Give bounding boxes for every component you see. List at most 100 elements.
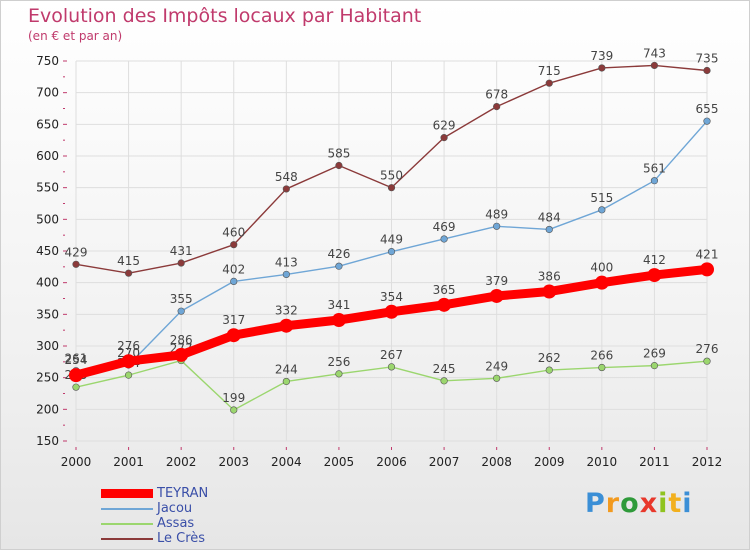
x-tick-label: 2000	[61, 455, 92, 469]
data-point	[69, 368, 83, 383]
data-label: 739	[590, 49, 613, 63]
data-point	[489, 288, 504, 303]
data-label: 489	[485, 207, 508, 221]
data-point	[387, 184, 396, 192]
x-tick-label: 2003	[218, 455, 249, 469]
data-label: 400	[590, 261, 613, 275]
data-label: 426	[327, 247, 350, 261]
data-point	[650, 362, 659, 370]
data-point	[440, 235, 448, 243]
data-point	[124, 269, 133, 277]
data-point	[387, 248, 396, 256]
legend-item: TEYRAN	[101, 486, 208, 501]
data-point	[72, 383, 80, 391]
data-point	[335, 161, 343, 170]
x-tick-label: 2001	[113, 455, 144, 469]
data-point	[545, 79, 553, 87]
legend-label: Jacou	[157, 501, 193, 516]
data-point	[598, 363, 606, 372]
legend: TEYRAN Jacou Assas Le Crès	[101, 486, 208, 546]
y-tick-label: 250	[36, 371, 59, 385]
x-tick-label: 2009	[534, 455, 565, 469]
data-label: 431	[170, 244, 193, 258]
y-tick-label: 650	[36, 117, 59, 131]
data-label: 629	[433, 119, 456, 133]
data-point	[177, 307, 185, 315]
data-point	[650, 61, 659, 70]
legend-swatch	[101, 537, 153, 540]
data-point	[384, 304, 399, 319]
data-label: 561	[643, 162, 666, 176]
data-point	[174, 347, 189, 362]
data-label: 585	[327, 147, 350, 161]
data-label: 429	[65, 245, 88, 259]
y-tick-label: 150	[36, 434, 59, 448]
y-tick-label: 400	[36, 276, 59, 290]
legend-swatch	[101, 507, 153, 510]
data-label: 341	[327, 298, 350, 312]
data-label: 262	[538, 351, 561, 365]
x-tick-label: 2012	[692, 455, 723, 469]
data-point	[545, 366, 553, 374]
data-point	[335, 370, 343, 378]
data-point	[542, 284, 557, 299]
data-label: 735	[696, 52, 719, 66]
series-teyran: 254 276 286 317 332 341 354 365 379 386 400 412 421	[65, 247, 719, 383]
data-point	[440, 377, 448, 385]
data-point	[650, 177, 659, 185]
legend-item: Assas	[101, 516, 208, 531]
logo-letter: P	[585, 488, 606, 519]
data-point	[230, 241, 238, 249]
data-label: 550	[380, 169, 403, 183]
legend-swatch	[101, 522, 153, 525]
logo-letter: i	[682, 488, 693, 519]
data-label: 460	[222, 226, 245, 240]
data-point	[545, 225, 553, 234]
data-label: 354	[380, 290, 403, 304]
data-point	[493, 102, 501, 111]
data-label: 421	[696, 247, 719, 261]
data-point	[594, 275, 609, 290]
data-label: 515	[590, 191, 613, 205]
legend-label: Le Crès	[157, 531, 206, 546]
data-label: 276	[117, 339, 140, 353]
data-label: 256	[327, 355, 350, 369]
data-label: 678	[485, 88, 508, 102]
data-label: 332	[275, 304, 298, 318]
data-point	[440, 134, 448, 142]
data-label: 245	[433, 362, 456, 376]
data-point	[647, 268, 662, 283]
data-label: 266	[590, 349, 613, 363]
data-label: 386	[538, 270, 561, 284]
logo-letter: t	[668, 488, 683, 519]
legend-item: Jacou	[101, 501, 208, 516]
x-tick-label: 2007	[429, 455, 460, 469]
y-tick-label: 300	[36, 339, 59, 353]
data-label: 276	[696, 342, 719, 356]
data-label: 286	[170, 333, 193, 347]
chart-title: Evolution des Impôts locaux par Habitant	[28, 5, 422, 27]
data-label: 199	[222, 391, 245, 405]
data-label: 484	[538, 210, 561, 224]
logo-letter: o	[620, 488, 640, 519]
data-label: 254	[65, 353, 88, 367]
legend-label: TEYRAN	[157, 486, 209, 501]
data-label: 379	[485, 274, 508, 288]
x-tick-label: 2005	[324, 455, 355, 469]
data-label: 548	[275, 170, 298, 184]
data-point	[700, 262, 714, 277]
logo-letter: x	[639, 488, 659, 519]
data-label: 743	[643, 46, 666, 60]
data-point	[282, 270, 290, 279]
logo-letter: i	[658, 488, 669, 519]
data-label: 412	[643, 253, 666, 267]
data-label: 249	[485, 359, 508, 373]
data-point	[387, 363, 396, 371]
data-label: 261	[65, 352, 88, 366]
data-point	[437, 297, 452, 312]
proxiti-logo: Proxiti	[585, 488, 693, 519]
y-tick-label: 600	[36, 149, 59, 163]
data-point	[493, 222, 501, 230]
